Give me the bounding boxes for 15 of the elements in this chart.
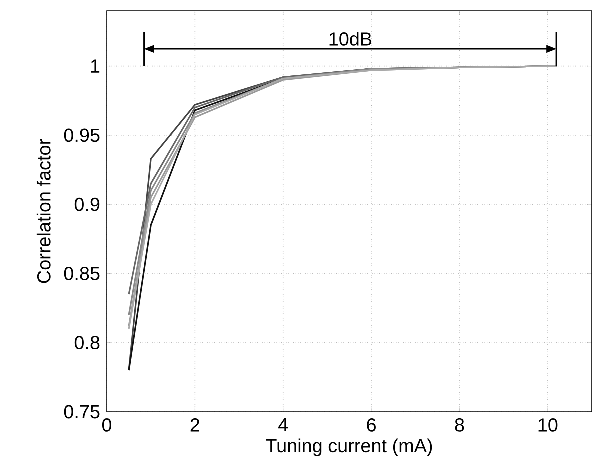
y-tick-label: 1 <box>91 60 100 73</box>
annotation: 10dB <box>330 32 372 46</box>
y-tick-label: 0.85 <box>64 267 100 281</box>
x-tick-label: 2 <box>190 418 200 432</box>
x-tick-label: 8 <box>455 418 464 432</box>
y-tick-label: 0.75 <box>64 405 100 419</box>
x-tick-label: 0 <box>102 418 112 432</box>
x-tick-label: 6 <box>367 418 376 432</box>
y-tick-label: 0.8 <box>74 336 100 350</box>
y-axis-title: Correlation factor <box>36 139 51 284</box>
x-tick-label: 4 <box>278 418 288 432</box>
x-axis-title: Tuning current (mA) <box>266 438 432 457</box>
y-tick-label: 0.9 <box>74 198 100 212</box>
x-tick-label: 10 <box>538 418 558 432</box>
y-tick-label: 0.95 <box>64 128 100 142</box>
